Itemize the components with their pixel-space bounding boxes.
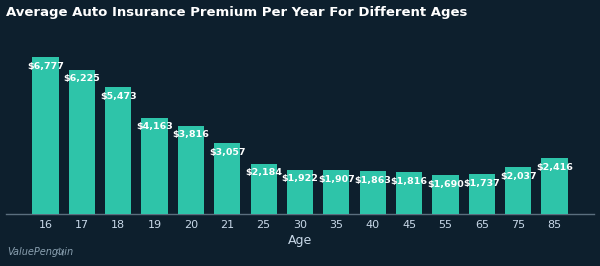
Bar [68,70,95,214]
Bar [541,158,568,214]
Text: $3,816: $3,816 [172,130,209,139]
Text: $6,777: $6,777 [27,61,64,70]
Bar [178,126,204,214]
Text: $1,816: $1,816 [391,177,428,186]
Text: Average Auto Insurance Premium Per Year For Different Ages: Average Auto Insurance Premium Per Year … [5,6,467,19]
X-axis label: Age: Age [288,234,312,247]
Bar [433,175,458,214]
Text: $2,037: $2,037 [500,172,536,181]
Text: $2,184: $2,184 [245,168,282,177]
Text: ◇: ◇ [56,246,64,256]
Bar [142,118,167,214]
Text: ValuePenguin: ValuePenguin [7,247,73,257]
Text: $1,922: $1,922 [281,174,319,184]
Text: $1,737: $1,737 [463,179,500,188]
Bar [469,174,495,214]
Text: $1,863: $1,863 [355,176,391,185]
Bar [32,57,59,214]
Bar [323,170,349,214]
Text: $6,225: $6,225 [64,74,100,83]
Bar [105,87,131,214]
Bar [287,170,313,214]
Bar [214,143,241,214]
Text: ↑: ↑ [60,251,66,257]
Bar [505,167,532,214]
Bar [251,164,277,214]
Bar [396,172,422,214]
Text: $2,416: $2,416 [536,163,573,172]
Bar [359,171,386,214]
Text: $5,473: $5,473 [100,92,136,101]
Text: $1,690: $1,690 [427,180,464,189]
Text: $4,163: $4,163 [136,122,173,131]
Text: $3,057: $3,057 [209,148,245,157]
Text: $1,907: $1,907 [318,175,355,184]
